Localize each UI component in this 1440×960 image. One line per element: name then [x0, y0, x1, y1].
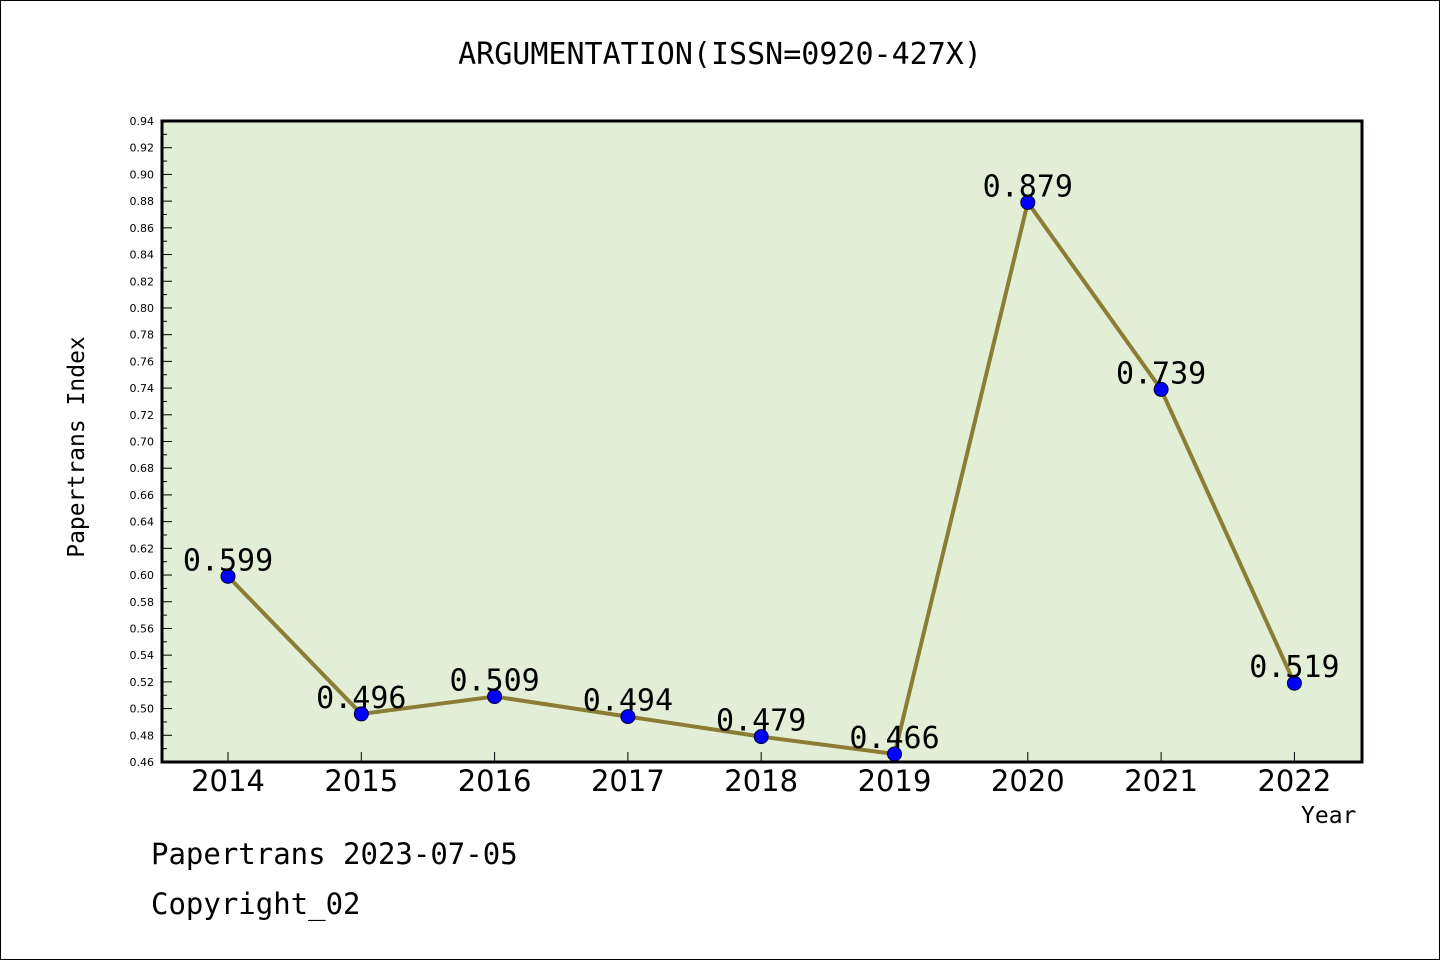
x-tick-label: 2021	[1124, 764, 1198, 798]
y-tick-label: 0.88	[130, 195, 155, 208]
y-tick-label: 0.56	[130, 622, 155, 635]
y-tick-label: 0.48	[130, 729, 155, 742]
plot-frame	[160, 119, 1364, 764]
data-point	[353, 706, 369, 722]
data-label: 0.466	[849, 721, 939, 756]
y-tick-label: 0.82	[130, 275, 155, 288]
y-tick-label: 0.66	[130, 489, 155, 502]
y-tick-label: 0.62	[130, 542, 155, 555]
x-tick-label: 2016	[458, 764, 532, 798]
y-tick-label: 0.92	[130, 142, 155, 155]
y-tick-label: 0.78	[130, 329, 155, 342]
data-label: 0.599	[183, 543, 273, 578]
data-label: 0.494	[583, 684, 673, 719]
y-tick-label: 0.70	[130, 436, 155, 449]
series-group: 0.599 0.496 0.509 0.494 0.479 0.466 0.879 0.739…	[183, 169, 1340, 762]
data-point	[1153, 381, 1169, 397]
x-tick-label: 2017	[591, 764, 665, 798]
x-tick-label: 2014	[191, 764, 265, 798]
y-tick-label: 0.58	[130, 596, 155, 609]
data-label: 0.509	[449, 664, 539, 699]
footer-date: Papertrans 2023-07-05	[151, 837, 518, 871]
y-tick-label: 0.76	[130, 355, 155, 368]
y-tick-label: 0.94	[130, 115, 155, 128]
data-label: 0.496	[316, 681, 406, 716]
y-tick-label: 0.90	[130, 168, 155, 181]
y-tick-label: 0.50	[130, 703, 155, 716]
y-tick-label: 0.54	[130, 649, 155, 662]
x-tick-label: 2015	[324, 764, 398, 798]
x-axis-label: Year	[1301, 803, 1357, 829]
data-point	[1020, 194, 1036, 210]
x-tick-label: 2019	[858, 764, 932, 798]
y-tick-label: 0.86	[130, 222, 155, 235]
y-tick-label: 0.68	[130, 462, 155, 475]
footer-copyright: Copyright_02	[151, 887, 361, 921]
data-label: 0.739	[1116, 356, 1206, 391]
x-ticks: 2014 2015 2016 2017 2018 2019 2020 2021 2022	[191, 752, 1331, 798]
x-tick-label: 2020	[991, 764, 1065, 798]
x-tick-label: 2022	[1257, 764, 1331, 798]
chart-title: ARGUMENTATION(ISSN=0920-427X)	[458, 37, 982, 72]
y-tick-label: 0.80	[130, 302, 155, 315]
y-ticks: 0.46 0.48 0.50 0.52 0.54 0.56 0.58 0.60 0.62 0.64…	[130, 115, 172, 769]
y-tick-label: 0.46	[130, 756, 155, 769]
y-tick-label: 0.52	[130, 676, 155, 689]
data-point	[753, 729, 769, 745]
data-point	[620, 709, 636, 725]
data-point	[487, 689, 503, 705]
plot-area	[162, 121, 1362, 762]
data-point	[220, 568, 236, 584]
data-label: 0.519	[1249, 650, 1339, 685]
y-tick-label: 0.64	[130, 516, 155, 529]
y-tick-label: 0.74	[130, 382, 155, 395]
y-tick-label: 0.84	[130, 249, 155, 262]
x-tick-label: 2018	[724, 764, 798, 798]
y-tick-label: 0.60	[130, 569, 155, 582]
data-label: 0.879	[983, 169, 1073, 204]
y-tick-label: 0.72	[130, 409, 155, 422]
data-label: 0.479	[716, 704, 806, 739]
data-point	[1286, 675, 1302, 691]
